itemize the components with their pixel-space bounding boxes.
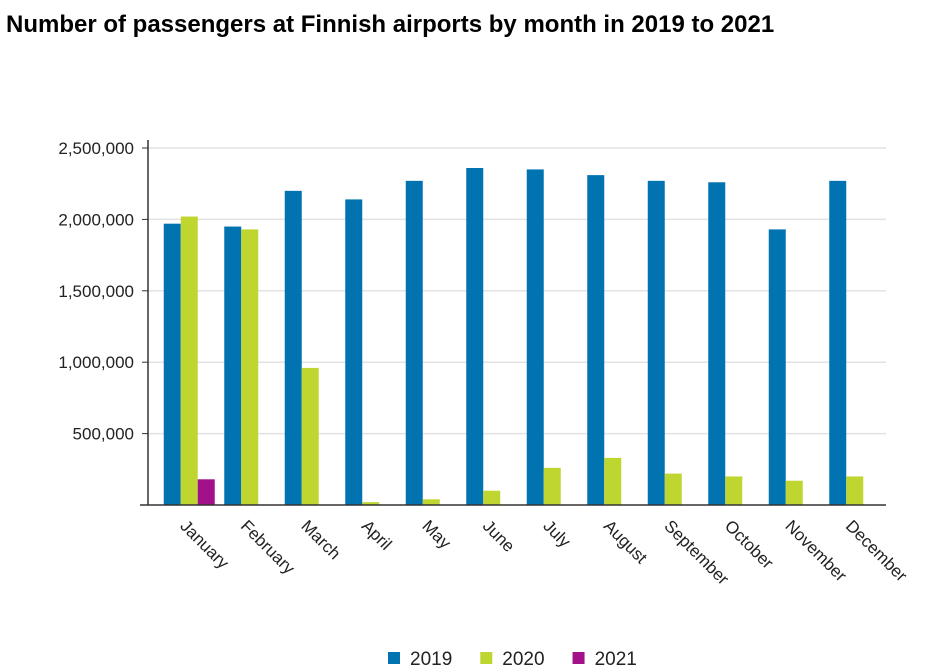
y-tick-label: 500,000 <box>73 425 134 444</box>
x-tick-label: March <box>297 516 344 563</box>
y-tick-label: 2,000,000 <box>58 210 134 229</box>
y-tick-label: 1,500,000 <box>58 282 134 301</box>
x-tick-label: February <box>237 516 299 578</box>
x-tick-label: October <box>721 516 777 572</box>
x-tick-label: September <box>660 516 732 588</box>
bar <box>846 476 864 505</box>
bar <box>785 480 803 505</box>
x-tick-label: May <box>418 516 454 552</box>
legend-swatch <box>480 652 493 664</box>
bar <box>466 167 484 505</box>
bar <box>543 467 561 505</box>
bar <box>224 226 242 506</box>
legend-label: 2020 <box>502 649 544 670</box>
x-tick-label: January <box>176 516 233 573</box>
x-tick-label: July <box>539 516 574 551</box>
x-tick-label: April <box>358 516 395 553</box>
x-tick-label: June <box>479 516 519 556</box>
bar <box>587 175 605 505</box>
legend-label: 2021 <box>595 649 637 670</box>
chart-title: Number of passengers at Finnish airports… <box>6 11 775 38</box>
legend-swatch <box>388 652 400 664</box>
legend-swatch <box>572 652 585 664</box>
bar <box>708 182 726 505</box>
bar <box>345 199 363 505</box>
bar <box>301 367 319 505</box>
bar <box>405 180 423 505</box>
bar <box>725 476 743 505</box>
bar <box>284 190 302 505</box>
bar <box>362 502 380 505</box>
legend-label: 2019 <box>410 649 452 670</box>
bar <box>180 216 198 505</box>
bar <box>241 229 259 505</box>
y-tick-label: 2,500,000 <box>58 139 134 158</box>
bar <box>197 479 215 505</box>
x-tick-label: August <box>600 516 651 567</box>
bar <box>483 490 501 505</box>
bar <box>829 180 847 505</box>
bar <box>664 473 682 505</box>
bar <box>526 169 544 506</box>
y-tick-label: 1,000,000 <box>58 353 134 372</box>
bar <box>163 223 181 505</box>
x-tick-label: November <box>781 516 850 585</box>
bar <box>604 457 622 505</box>
bar <box>768 229 786 505</box>
bar <box>647 180 665 505</box>
x-tick-label: December <box>842 516 911 585</box>
bar <box>422 499 440 505</box>
